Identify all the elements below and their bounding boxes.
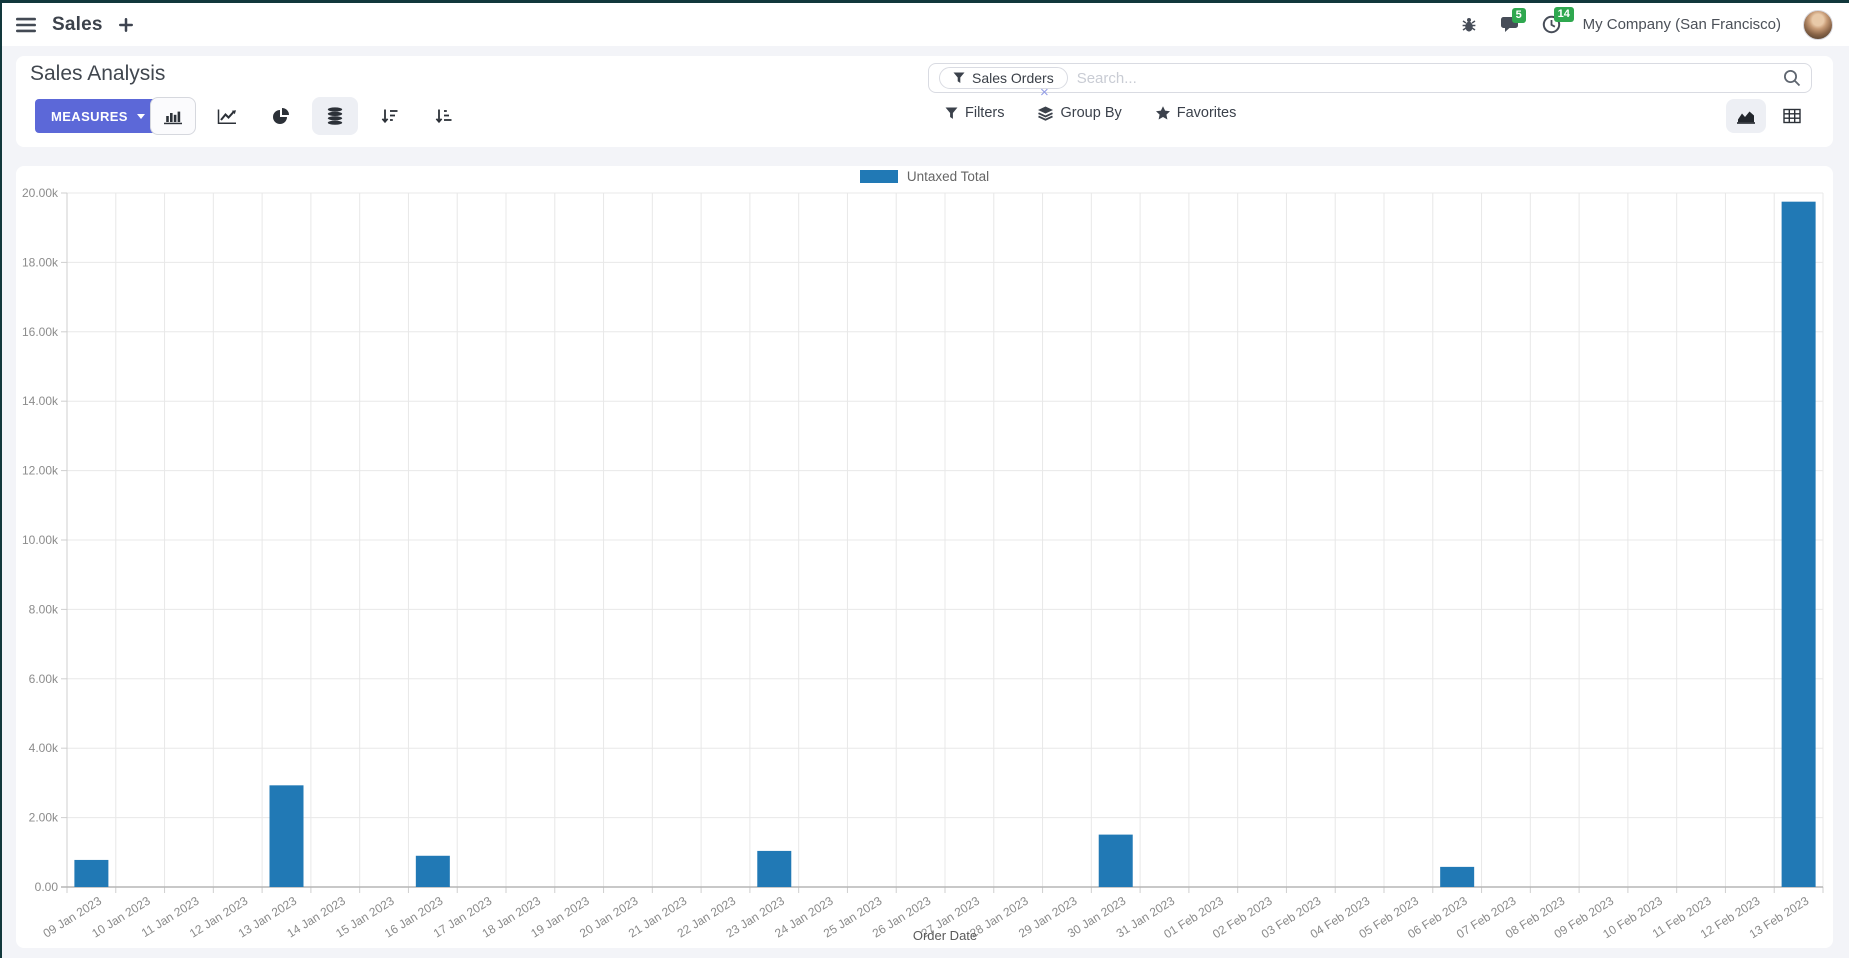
measures-button-label: MEASURES <box>51 108 128 124</box>
search-facet-label: Sales Orders <box>972 70 1054 86</box>
bar-13 Feb 2023[interactable] <box>1781 201 1816 888</box>
bar-23 Jan 2023[interactable] <box>757 850 792 887</box>
svg-text:6.00k: 6.00k <box>29 672 59 686</box>
chart-type-toolbar <box>150 97 466 135</box>
page-title: Sales Analysis <box>30 62 166 85</box>
bar-16 Jan 2023[interactable] <box>415 855 450 887</box>
favorites-label: Favorites <box>1176 105 1237 121</box>
hamburger-menu-icon[interactable] <box>16 17 36 33</box>
pie-chart-button[interactable] <box>258 97 304 135</box>
measures-button[interactable]: MEASURES <box>35 99 161 133</box>
view-switcher <box>1726 99 1812 133</box>
pivot-view-button[interactable] <box>1772 99 1812 133</box>
navbar: Sales 5 14 My Company (San Francisco) <box>0 3 1849 46</box>
svg-text:14.00k: 14.00k <box>22 394 59 408</box>
chart-area: Untaxed Total 0.00 2.00k 4.00k 6.00k 8.00k 10… <box>16 166 1833 948</box>
company-name[interactable]: My Company (San Francisco) <box>1582 16 1781 33</box>
facet-remove-icon[interactable]: × <box>1040 84 1049 101</box>
app-menu-sales[interactable]: Sales <box>52 13 103 35</box>
svg-text:12.00k: 12.00k <box>22 464 59 478</box>
layers-icon <box>1038 106 1054 121</box>
window-frame-left <box>0 0 2 958</box>
search-bar[interactable]: Sales Orders <box>928 63 1812 93</box>
bar-30 Jan 2023[interactable] <box>1098 834 1133 887</box>
stacked-toggle-button[interactable] <box>312 97 358 135</box>
pivot-table-icon <box>1783 108 1801 124</box>
user-avatar[interactable] <box>1803 9 1833 40</box>
line-chart-button[interactable] <box>204 97 250 135</box>
bar-09 Jan 2023[interactable] <box>74 859 109 887</box>
control-panel: Sales Analysis MEASURES Sales Orders <box>16 56 1833 147</box>
activities-count-badge: 14 <box>1553 7 1574 22</box>
favorites-menu[interactable]: Favorites <box>1155 105 1237 121</box>
window-frame-top <box>0 0 1849 3</box>
plus-icon[interactable] <box>118 17 133 32</box>
svg-text:20.00k: 20.00k <box>22 186 59 200</box>
messages-count-badge: 5 <box>1511 7 1526 23</box>
chart-legend[interactable]: Untaxed Total <box>16 169 1833 184</box>
svg-text:2.00k: 2.00k <box>29 811 59 825</box>
search-input[interactable] <box>1076 69 1783 87</box>
bar-chart: 0.00 2.00k 4.00k 6.00k 8.00k 10.00k 12.00k 14.0… <box>22 186 1824 943</box>
group-by-menu[interactable]: Group By <box>1038 105 1122 121</box>
activities-clock-icon[interactable]: 14 <box>1542 7 1574 34</box>
filter-funnel-icon <box>953 72 965 83</box>
legend-label: Untaxed Total <box>906 169 990 184</box>
filters-label: Filters <box>965 105 1005 121</box>
legend-swatch <box>859 170 898 183</box>
svg-text:18.00k: 18.00k <box>22 255 59 269</box>
svg-text:0.00: 0.00 <box>35 880 59 894</box>
search-options: Filters Group By Favorites <box>945 105 1236 121</box>
sort-ascending-button[interactable] <box>420 97 466 135</box>
sort-descending-button[interactable] <box>366 97 412 135</box>
star-icon <box>1155 106 1170 120</box>
bar-13 Jan 2023[interactable] <box>269 785 304 887</box>
svg-text:10.00k: 10.00k <box>22 533 59 547</box>
svg-text:4.00k: 4.00k <box>29 741 59 755</box>
search-icon[interactable] <box>1783 69 1801 87</box>
filters-menu[interactable]: Filters <box>945 105 1004 121</box>
bar-06 Feb 2023[interactable] <box>1440 866 1475 887</box>
bar-chart-button[interactable] <box>150 97 196 135</box>
messages-icon[interactable]: 5 <box>1500 7 1526 34</box>
group-by-label: Group By <box>1060 105 1122 121</box>
graph-view-button[interactable] <box>1726 99 1766 133</box>
filter-funnel-icon <box>945 107 958 119</box>
area-chart-icon <box>1737 111 1755 124</box>
x-axis-title: Order Date <box>913 928 977 943</box>
debug-bug-icon[interactable] <box>1460 17 1478 33</box>
svg-text:8.00k: 8.00k <box>29 602 59 616</box>
svg-text:16.00k: 16.00k <box>22 325 59 339</box>
chevron-down-icon <box>136 113 145 119</box>
search-facet-sales-orders[interactable]: Sales Orders <box>939 67 1068 89</box>
